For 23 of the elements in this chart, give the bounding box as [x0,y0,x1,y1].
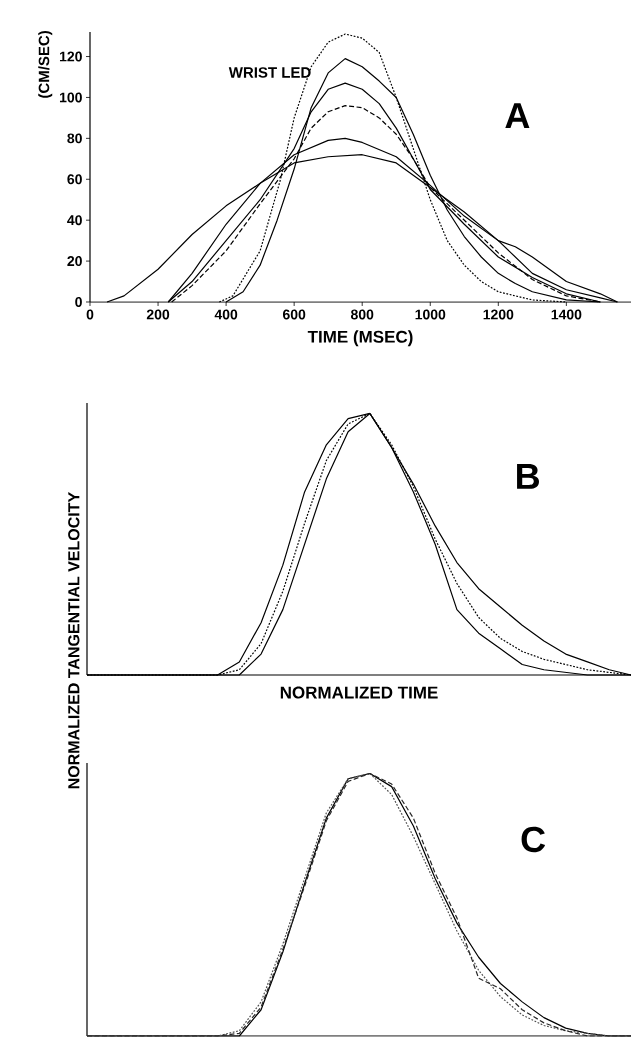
y-tick-label: 80 [67,133,83,144]
x-tick-label: 800 [351,309,374,320]
x-tick-label: 1200 [483,309,514,320]
annotation: B [517,464,540,489]
x-tick-label: 1400 [551,309,582,320]
y-tick-label: 0 [75,297,83,307]
x-axis-title: TIME (MSEC) [308,330,413,347]
x-tick-label: 400 [214,309,238,320]
y-tick-label: 40 [67,215,83,226]
x-tick-label: 0 [86,309,94,320]
y-axis-title: NORMALIZED TANGENTIAL VELOCITY [68,492,80,789]
annotation: WRIST LED [229,67,311,78]
annotation: A [505,103,530,129]
y-tick-label: 120 [60,51,83,62]
x-tick-label: 600 [283,309,306,320]
x-axis-title: NORMALIZED TIME [281,686,438,699]
annotation: C [521,826,546,853]
y-tick-label: 60 [67,174,83,185]
y-axis-title: (CM/SEC) [38,30,53,98]
x-tick-label: 200 [147,309,170,320]
y-tick-label: 20 [67,256,83,267]
x-tick-label: 1000 [415,309,446,320]
y-tick-label: 100 [60,92,83,103]
